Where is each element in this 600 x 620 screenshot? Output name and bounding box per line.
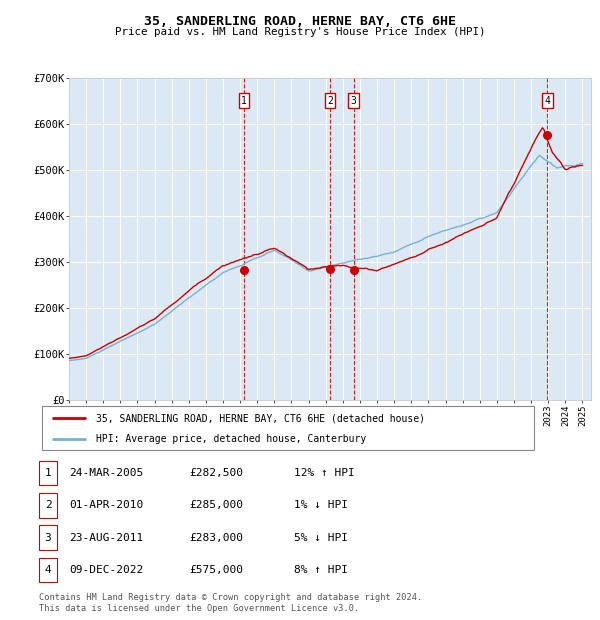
Text: 3: 3 (351, 95, 357, 105)
Text: 1: 1 (44, 468, 52, 478)
Text: 12% ↑ HPI: 12% ↑ HPI (294, 468, 355, 478)
Text: 4: 4 (544, 95, 550, 105)
Text: 24-MAR-2005: 24-MAR-2005 (69, 468, 143, 478)
Text: 23-AUG-2011: 23-AUG-2011 (69, 533, 143, 542)
Text: HPI: Average price, detached house, Canterbury: HPI: Average price, detached house, Cant… (96, 433, 367, 444)
Text: 35, SANDERLING ROAD, HERNE BAY, CT6 6HE (detached house): 35, SANDERLING ROAD, HERNE BAY, CT6 6HE … (96, 414, 425, 423)
Text: 01-APR-2010: 01-APR-2010 (69, 500, 143, 510)
Text: 2: 2 (327, 95, 333, 105)
Text: 3: 3 (44, 533, 52, 542)
Text: Contains HM Land Registry data © Crown copyright and database right 2024.
This d: Contains HM Land Registry data © Crown c… (39, 593, 422, 613)
Text: 09-DEC-2022: 09-DEC-2022 (69, 565, 143, 575)
Text: 1% ↓ HPI: 1% ↓ HPI (294, 500, 348, 510)
Text: £282,500: £282,500 (189, 468, 243, 478)
FancyBboxPatch shape (42, 406, 534, 450)
Text: 5% ↓ HPI: 5% ↓ HPI (294, 533, 348, 542)
Text: £283,000: £283,000 (189, 533, 243, 542)
Text: Price paid vs. HM Land Registry's House Price Index (HPI): Price paid vs. HM Land Registry's House … (115, 27, 485, 37)
Text: 2: 2 (44, 500, 52, 510)
Text: £575,000: £575,000 (189, 565, 243, 575)
Text: 8% ↑ HPI: 8% ↑ HPI (294, 565, 348, 575)
Text: £285,000: £285,000 (189, 500, 243, 510)
Text: 4: 4 (44, 565, 52, 575)
Text: 1: 1 (241, 95, 247, 105)
Text: 35, SANDERLING ROAD, HERNE BAY, CT6 6HE: 35, SANDERLING ROAD, HERNE BAY, CT6 6HE (144, 16, 456, 28)
